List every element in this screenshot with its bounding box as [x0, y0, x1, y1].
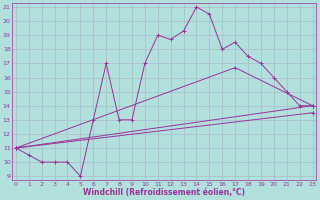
X-axis label: Windchill (Refroidissement éolien,°C): Windchill (Refroidissement éolien,°C): [83, 188, 245, 197]
